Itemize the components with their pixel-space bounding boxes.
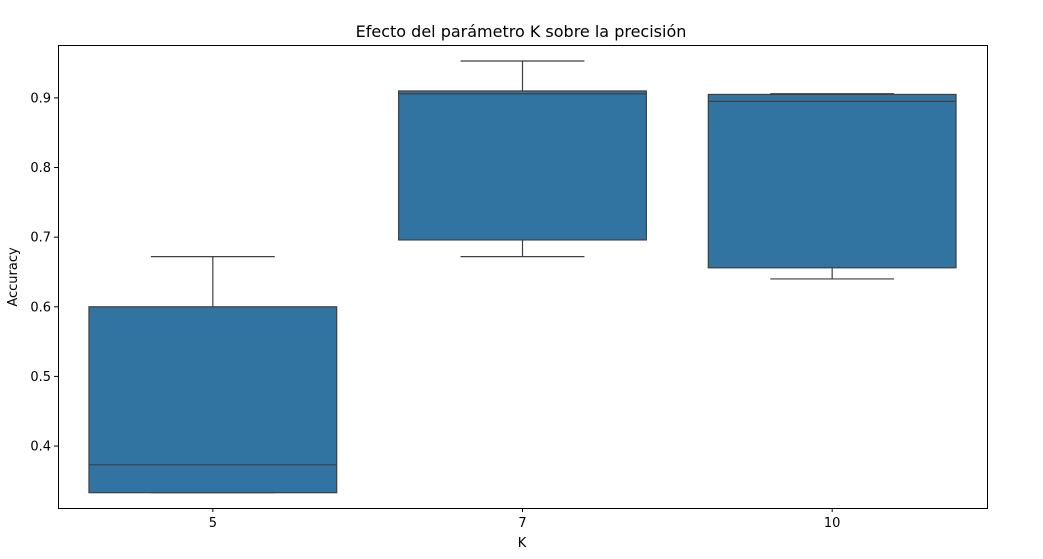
y-tick-label: 0.8 <box>30 161 51 176</box>
y-tick-label: 0.9 <box>30 91 51 106</box>
y-tick-label: 0.4 <box>30 440 51 455</box>
box-group-10 <box>707 93 957 280</box>
x-tick-label: 10 <box>824 516 841 531</box>
box-group-7 <box>398 60 647 258</box>
box <box>88 306 338 494</box>
x-axis-label: K <box>518 536 527 551</box>
y-axis-label: Accuracy <box>6 247 21 307</box>
x-tick-label: 7 <box>518 516 526 531</box>
y-tick-label: 0.7 <box>30 231 51 246</box>
box <box>707 93 957 269</box>
plot-frame <box>58 45 988 509</box>
y-tick-label: 0.6 <box>30 300 51 315</box>
box-group-5 <box>88 256 338 494</box>
x-tick-label: 5 <box>209 516 217 531</box>
plot-area: 5 7 10 0.4 0.5 0.6 0.7 0.8 0.9 <box>30 60 957 531</box>
y-tick-label: 0.5 <box>30 370 51 385</box>
chart-title: Efecto del parámetro K sobre la precisió… <box>356 22 687 41</box>
box <box>398 90 647 241</box>
